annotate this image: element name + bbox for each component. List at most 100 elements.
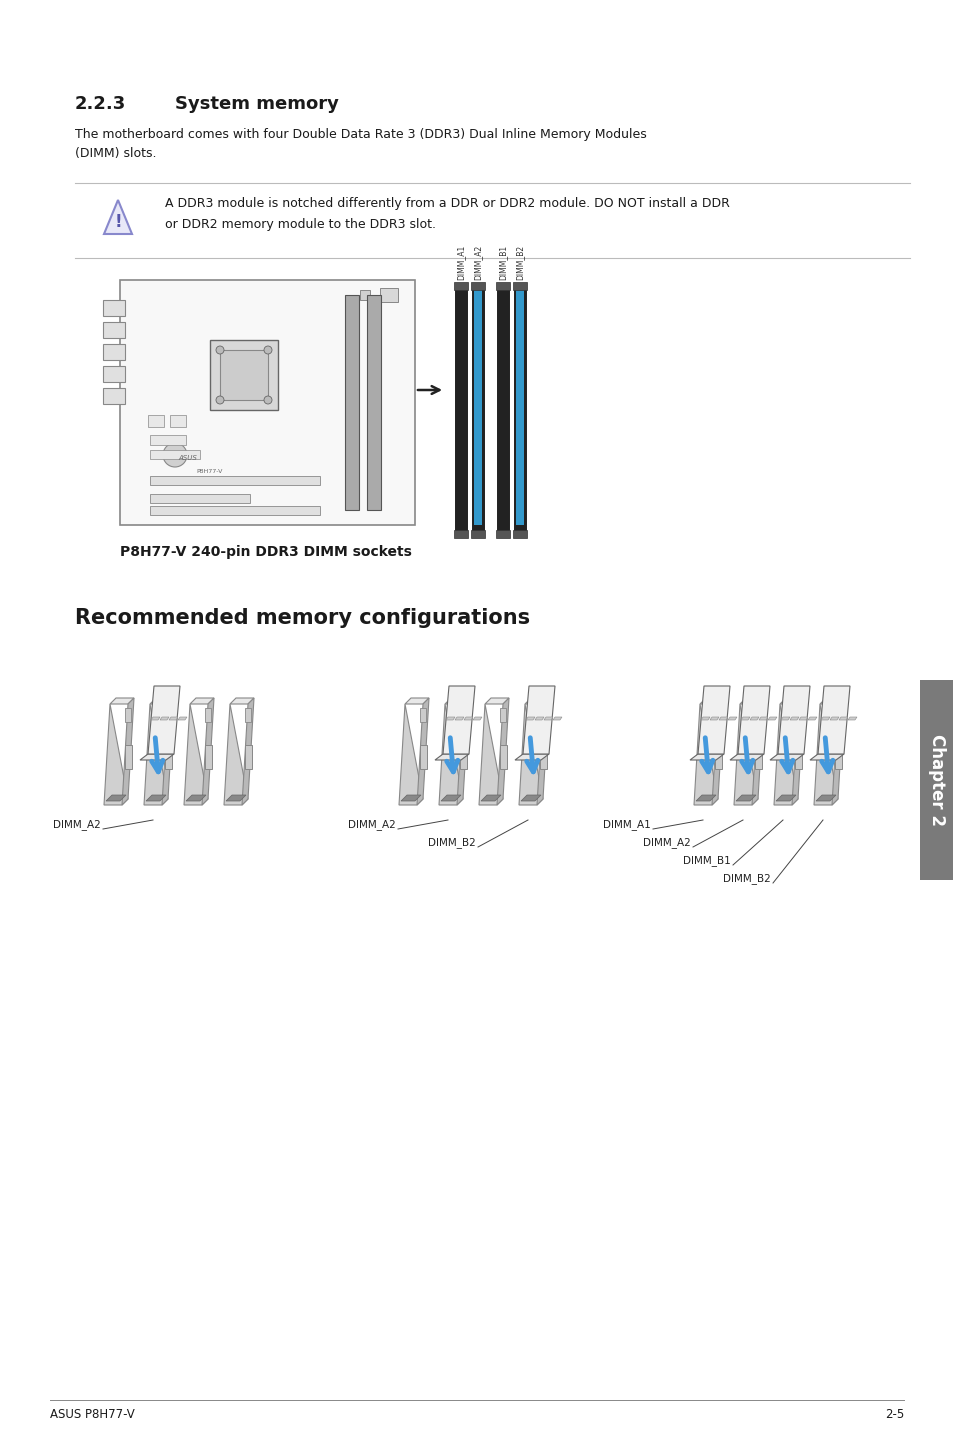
Bar [103,367,125,383]
Polygon shape [789,718,799,720]
Polygon shape [781,718,789,720]
Polygon shape [829,718,838,720]
Bar [474,290,481,525]
Polygon shape [847,718,856,720]
Bar [359,290,370,301]
Polygon shape [473,718,481,720]
Bar [513,282,526,290]
Polygon shape [543,718,553,720]
Text: DIMM_B2: DIMM_B2 [428,837,476,848]
Polygon shape [148,686,180,754]
Bar [499,707,505,722]
Polygon shape [104,200,132,234]
Polygon shape [442,686,475,754]
Text: DIMM_A1: DIMM_A1 [456,244,465,280]
Text: ASUS: ASUS [178,454,197,462]
Polygon shape [230,697,253,705]
Polygon shape [162,697,173,805]
Polygon shape [416,697,429,805]
Polygon shape [775,795,795,801]
Polygon shape [520,795,540,801]
Text: !: ! [114,213,122,232]
Polygon shape [693,705,718,805]
Text: DIMM_A2: DIMM_A2 [642,837,690,848]
Polygon shape [400,795,420,801]
Bar [714,707,720,722]
Bar [496,531,510,538]
Circle shape [264,395,272,404]
Polygon shape [184,705,208,805]
Polygon shape [242,697,253,805]
Bar [459,707,465,722]
Polygon shape [780,697,803,705]
Bar [150,450,200,459]
Bar [471,282,484,290]
Polygon shape [773,705,797,805]
Bar [125,707,131,722]
Bar [103,388,125,404]
Text: DIMM_B2: DIMM_B2 [515,244,524,280]
Polygon shape [719,718,727,720]
Polygon shape [815,795,835,801]
Polygon shape [455,718,463,720]
Bar [205,745,212,769]
Polygon shape [435,754,469,761]
Polygon shape [813,705,837,805]
Polygon shape [144,705,168,805]
Bar [714,745,721,769]
Bar [148,416,164,427]
Bar [471,531,484,538]
Polygon shape [831,697,843,805]
Polygon shape [696,795,716,801]
Bar [125,745,132,769]
Polygon shape [224,705,248,805]
Bar [497,285,509,531]
Text: Recommended memory configurations: Recommended memory configurations [75,608,530,628]
Circle shape [163,443,187,467]
Polygon shape [438,705,462,805]
Polygon shape [553,718,561,720]
Circle shape [215,395,224,404]
Polygon shape [751,697,763,805]
Polygon shape [480,795,500,801]
Bar [120,280,415,525]
Polygon shape [160,718,169,720]
Polygon shape [778,686,809,754]
Bar [459,745,467,769]
Bar [165,707,171,722]
Polygon shape [820,697,843,705]
Polygon shape [700,718,709,720]
Bar [834,707,841,722]
Bar [513,531,526,538]
Polygon shape [515,754,548,761]
Bar [499,745,506,769]
Polygon shape [202,697,213,805]
Bar [754,707,760,722]
Bar [794,707,801,722]
Polygon shape [178,718,187,720]
Polygon shape [799,718,807,720]
Polygon shape [759,718,767,720]
Bar [245,745,252,769]
Polygon shape [791,697,803,805]
Bar [379,288,397,302]
Bar [150,506,319,515]
Polygon shape [478,705,502,805]
Bar [455,285,467,531]
Polygon shape [190,697,213,705]
Polygon shape [151,718,160,720]
Polygon shape [729,754,763,761]
Polygon shape [140,754,173,761]
Bar [345,295,358,510]
Polygon shape [809,754,843,761]
Text: DIMM_B1: DIMM_B1 [498,244,507,280]
Text: DIMM_B1: DIMM_B1 [682,856,730,867]
Polygon shape [146,795,166,801]
Bar [516,290,523,525]
Polygon shape [522,686,555,754]
Polygon shape [698,686,729,754]
Polygon shape [689,754,723,761]
Polygon shape [463,718,473,720]
Polygon shape [733,705,758,805]
Bar [754,745,761,769]
